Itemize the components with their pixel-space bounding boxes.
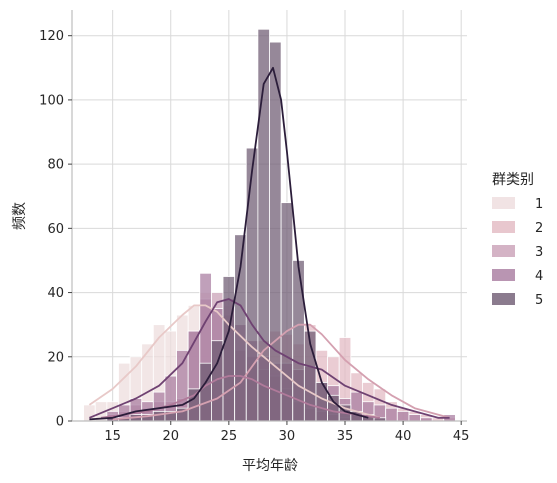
x-tick-label: 40 (395, 429, 412, 444)
x-tick-label: 45 (453, 429, 470, 444)
legend-swatch-2 (492, 221, 515, 233)
legend-label-4: 4 (535, 269, 543, 284)
x-tick-label: 35 (337, 429, 354, 444)
kde-lines (88, 66, 450, 421)
legend-title: 群类别 (492, 172, 534, 188)
legend-label-3: 3 (535, 245, 543, 260)
bar-series-5 (292, 260, 305, 422)
legend-label-1: 1 (535, 197, 543, 212)
y-tick-label: 120 (39, 29, 64, 44)
bar-series-4 (385, 407, 398, 422)
y-tick-label: 100 (39, 93, 64, 108)
x-tick-label: 15 (104, 429, 121, 444)
legend-swatch-5 (492, 293, 515, 305)
x-tick-label: 30 (279, 429, 296, 444)
bar-series-4 (408, 414, 421, 422)
y-tick-label: 60 (47, 222, 64, 237)
bar-series-5 (199, 362, 212, 422)
x-axis-ticks: 15 20 25 30 35 40 45 (104, 421, 469, 444)
y-axis-ticks: 0 20 40 60 80 100 120 (39, 29, 72, 430)
bar-series-5 (152, 410, 166, 422)
legend-label-2: 2 (535, 221, 543, 236)
y-tick-label: 0 (56, 415, 64, 430)
kde-line-series-2 (112, 323, 450, 421)
legend: 群类别 1 2 3 4 5 (492, 172, 543, 308)
y-axis-label: 频数 (12, 202, 28, 230)
y-tick-label: 80 (47, 158, 64, 173)
legend-swatch-3 (492, 245, 515, 257)
legend-label-5: 5 (535, 293, 543, 308)
legend-swatch-1 (492, 197, 515, 209)
x-tick-label: 20 (162, 429, 179, 444)
bar-series-5 (327, 394, 340, 422)
axes (71, 10, 467, 422)
y-tick-label: 40 (47, 286, 64, 301)
bar-series-4 (396, 410, 410, 422)
kde-line-series-4 (89, 298, 450, 419)
histogram-bars (83, 28, 456, 422)
kde-line-series-1 (88, 304, 381, 419)
x-axis-label: 平均年龄 (242, 458, 298, 474)
bar-series-5 (280, 202, 294, 422)
x-tick-label: 25 (221, 429, 238, 444)
legend-swatch-4 (492, 269, 515, 281)
y-tick-label: 20 (47, 350, 64, 365)
kde-line-series-5 (89, 66, 369, 421)
